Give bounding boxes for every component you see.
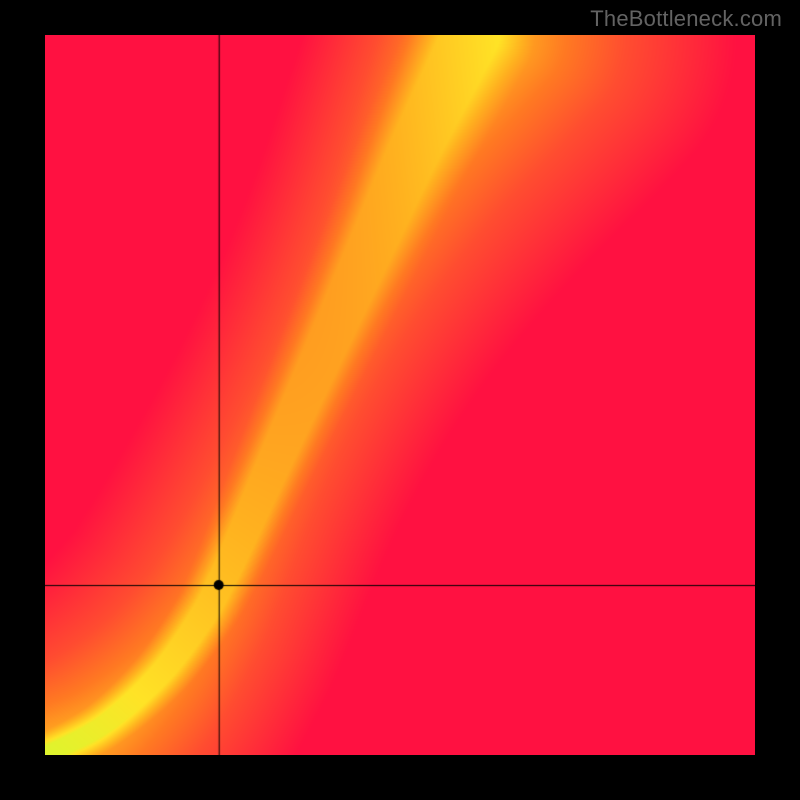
heatmap-canvas	[45, 35, 755, 755]
heatmap-plot	[45, 35, 755, 755]
watermark-text: TheBottleneck.com	[590, 6, 782, 32]
